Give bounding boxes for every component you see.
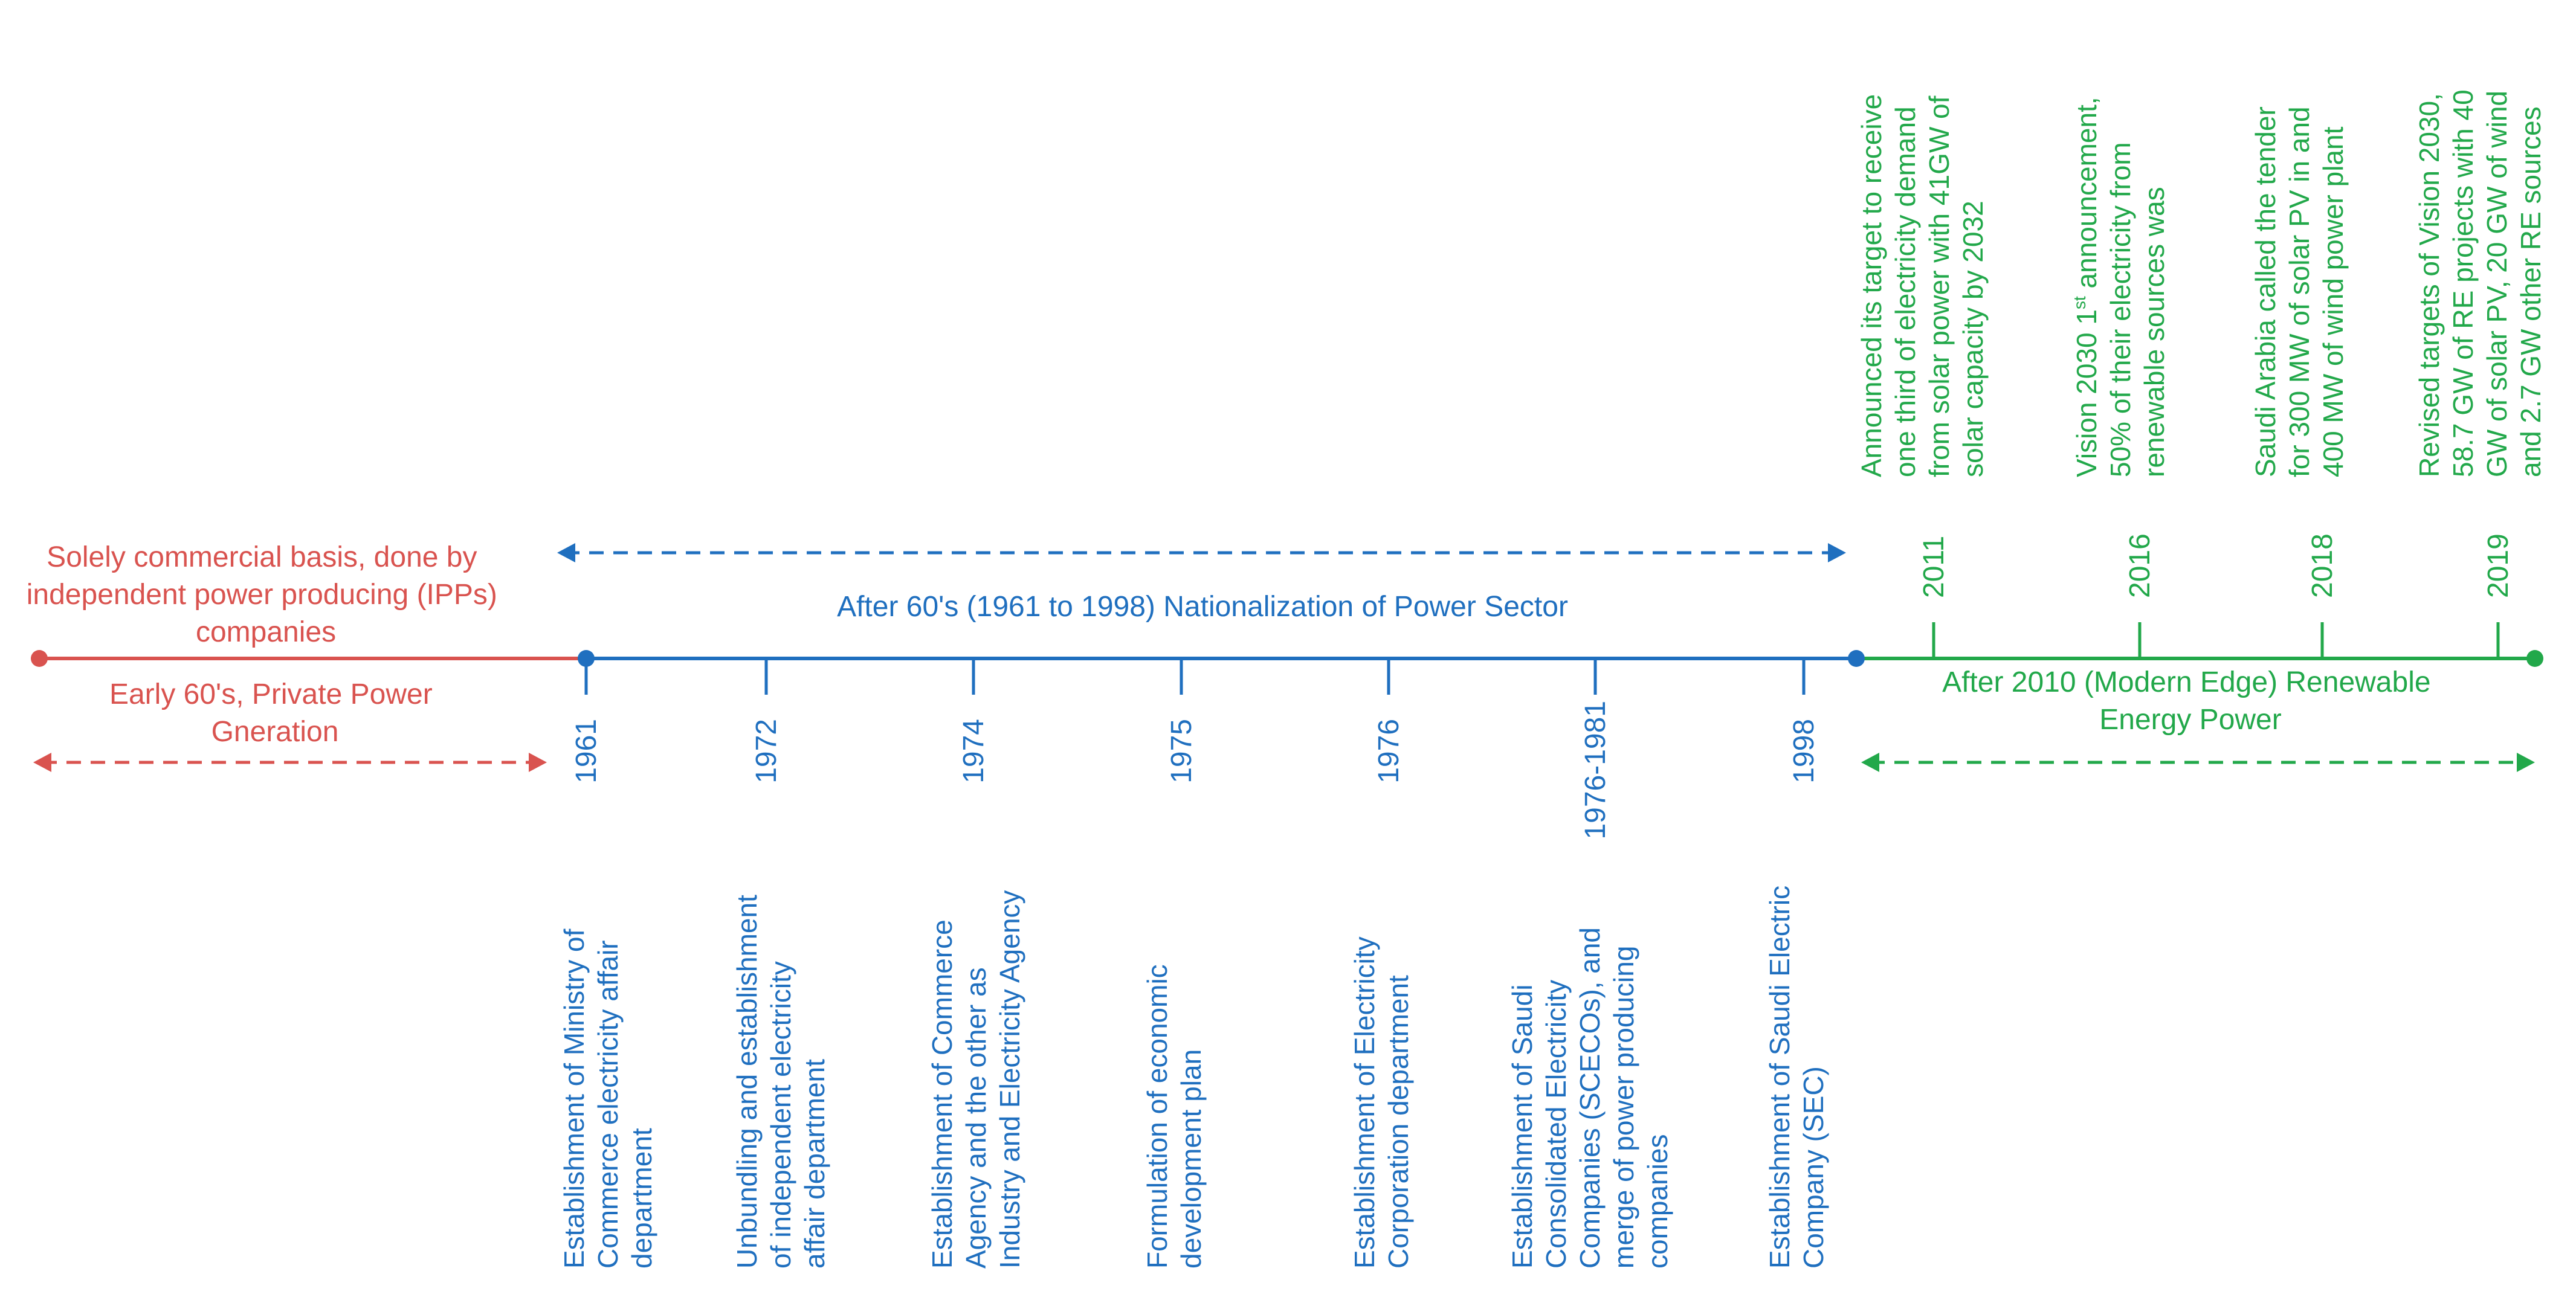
superscript-st: st (2070, 296, 2089, 309)
event-year: 1974 (958, 719, 990, 784)
private-era-span-arrow (33, 753, 547, 772)
event-1974: 1974 Establishment of Commerce Agency an… (926, 658, 1025, 1269)
event-description: Saudi Arabia called the tender for 300 M… (2250, 98, 2349, 477)
event-1976-1981: 1976-1981 Establishment of Saudi Consoli… (1506, 658, 1673, 1269)
event-description: Establishment of Commerce Agency and the… (926, 890, 1025, 1269)
renewable-start-dot (1848, 650, 1865, 667)
timeline-end-dot (2526, 650, 2543, 667)
national-era-span-arrow (557, 543, 1846, 562)
event-year: 1972 (751, 719, 783, 784)
event-1961: 1961 Establishment of Ministry of Commer… (558, 658, 657, 1269)
renewable-era-title: After 2010 (Modern Edge) Renewable Energ… (1942, 666, 2439, 736)
event-description: Revised targets of Vision 2030, 58.7 GW … (2413, 82, 2546, 478)
renewable-era-span-arrow (1861, 753, 2535, 772)
event-year: 1975 (1166, 719, 1198, 784)
timeline-start-dot (31, 650, 48, 667)
event-description: Establishment of Electricity Corporation… (1349, 929, 1414, 1269)
event-description: Announced its target to receive one thir… (1856, 86, 1989, 477)
event-1975: 1975 Formulation of economic development… (1141, 658, 1207, 1269)
event-description: Establishment of Saudi Consolidated Elec… (1506, 919, 1673, 1269)
event-description-line: Vision 2030 1 (2071, 309, 2102, 477)
event-year: 2018 (2306, 533, 2339, 598)
event-2018: 2018 Saudi Arabia called the tender for … (2250, 98, 2349, 658)
event-year: 1976 (1373, 719, 1405, 784)
renewable-events: 2011 Announced its target to receive one… (1856, 82, 2546, 658)
event-description: Unbundling and establishment of independ… (731, 887, 830, 1269)
event-year: 1998 (1788, 719, 1820, 784)
event-description-tail: announcement, (2071, 97, 2102, 296)
event-1998: 1998 Establishment of Saudi Electric Com… (1764, 658, 1829, 1269)
event-1976: 1976 Establishment of Electricity Corpor… (1349, 658, 1414, 1269)
private-era-title: Early 60's, Private Power Gneration (109, 678, 441, 748)
event-description: Establishment of Ministry of Commerce el… (558, 921, 657, 1269)
event-2016: 2016 Vision 2030 1st announcement, 50% o… (2070, 89, 2170, 658)
event-description: Formulation of economic development plan (1141, 957, 1207, 1269)
event-year: 2019 (2482, 533, 2514, 598)
event-year: 1961 (570, 719, 602, 784)
event-2011: 2011 Announced its target to receive one… (1856, 86, 1989, 658)
event-description: Vision 2030 1st announcement, 50% of the… (2070, 89, 2170, 477)
event-1972: 1972 Unbundling and establishment of ind… (731, 658, 830, 1269)
event-description: Establishment of Saudi Electric Company … (1764, 878, 1829, 1269)
event-year: 2011 (1918, 536, 1950, 598)
event-year: 2016 (2124, 533, 2156, 598)
event-year: 1976-1981 (1580, 701, 1612, 840)
national-events: 1961 Establishment of Ministry of Commer… (558, 658, 1829, 1269)
event-2019: 2019 Revised targets of Vision 2030, 58.… (2413, 82, 2546, 658)
national-era-title: After 60's (1961 to 1998) Nationalizatio… (837, 591, 1568, 623)
private-era-description: Solely commercial basis, done by indepen… (27, 541, 506, 648)
